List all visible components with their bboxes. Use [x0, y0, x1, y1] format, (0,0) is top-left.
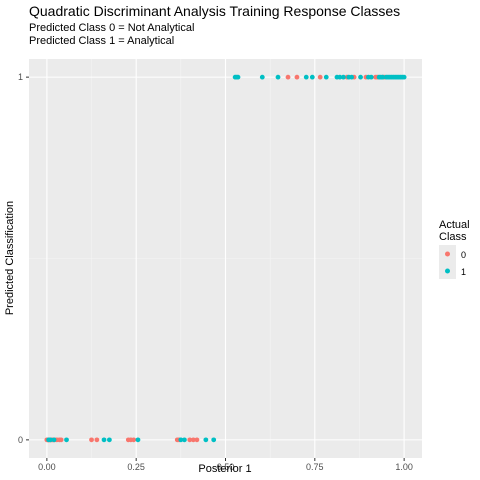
data-point-class-0	[317, 74, 323, 80]
data-point-class-0	[89, 437, 94, 443]
data-points	[44, 74, 407, 443]
data-point-class-1	[64, 437, 69, 443]
data-point-class-1	[101, 437, 107, 443]
x-tick-label: 0.75	[306, 462, 324, 472]
y-tick-label: 0	[18, 435, 23, 445]
data-point-class-0	[285, 74, 291, 80]
data-point-class-1	[203, 437, 209, 443]
chart-subtitle-line-1: Predicted Class 0 = Not Analytical	[29, 22, 195, 34]
data-point-class-1	[401, 74, 407, 80]
data-point-class-0	[294, 74, 300, 80]
legend-title: Actual Class	[439, 219, 479, 243]
data-point-class-0	[194, 437, 200, 443]
data-point-class-0	[94, 437, 100, 443]
data-point-class-0	[131, 437, 137, 443]
data-point-class-1	[48, 437, 53, 443]
data-point-class-1	[349, 74, 355, 80]
data-point-class-1	[211, 437, 217, 443]
data-point-class-1	[259, 74, 265, 80]
data-point-class-1	[368, 74, 374, 80]
data-point-class-1	[182, 437, 187, 443]
legend-label-0: 0	[461, 250, 466, 260]
x-axis-label: Posterior 1	[198, 463, 251, 475]
data-point-class-1	[341, 74, 346, 80]
data-point-class-1	[337, 74, 343, 80]
data-point-class-1	[235, 74, 241, 80]
x-tick-label: 1.00	[395, 462, 413, 472]
axis-ticks: 0.00 0.25 0.50 0.75 1.00 0 1	[18, 72, 413, 472]
data-point-class-1	[178, 437, 184, 443]
y-tick-label: 1	[18, 72, 23, 82]
data-point-class-1	[275, 74, 281, 80]
legend: 0 1	[439, 245, 466, 279]
data-point-class-1	[380, 74, 386, 80]
x-tick-label: 0.00	[38, 462, 56, 472]
chart-subtitle-line-2: Predicted Class 1 = Analytical	[29, 35, 175, 47]
x-tick-label: 0.50	[217, 462, 235, 472]
x-tick-label: 0.25	[127, 462, 145, 472]
data-point-class-0	[187, 437, 193, 443]
data-point-class-0	[58, 437, 64, 443]
data-point-class-1	[358, 74, 363, 80]
legend-key-1-dot	[445, 268, 450, 274]
data-point-class-0	[190, 437, 196, 443]
data-point-class-1	[323, 74, 329, 80]
legend-key-0-dot	[445, 251, 450, 257]
data-point-class-1	[309, 74, 315, 80]
legend-label-1: 1	[461, 267, 466, 277]
legend-title-line-2: Class	[439, 231, 467, 243]
data-point-class-1	[135, 437, 141, 443]
chart-title: Quadratic Discriminant Analysis Training…	[29, 3, 401, 19]
data-point-class-1	[51, 437, 57, 443]
y-axis-label: Predicted Classification	[4, 201, 16, 315]
data-point-class-1	[303, 74, 309, 80]
data-point-class-1	[106, 437, 112, 443]
legend-title-line-1: Actual	[439, 219, 470, 231]
